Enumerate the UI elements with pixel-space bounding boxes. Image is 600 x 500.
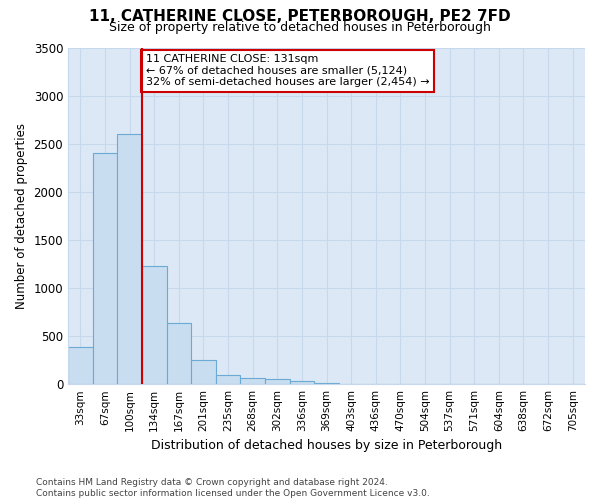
Bar bbox=[68, 346, 92, 384]
Text: Contains HM Land Registry data © Crown copyright and database right 2024.
Contai: Contains HM Land Registry data © Crown c… bbox=[36, 478, 430, 498]
Bar bbox=[314, 383, 339, 384]
Bar bbox=[241, 378, 265, 384]
Bar bbox=[191, 360, 216, 384]
Bar bbox=[290, 381, 314, 384]
Bar bbox=[92, 154, 117, 384]
Text: 11, CATHERINE CLOSE, PETERBOROUGH, PE2 7FD: 11, CATHERINE CLOSE, PETERBOROUGH, PE2 7… bbox=[89, 9, 511, 24]
X-axis label: Distribution of detached houses by size in Peterborough: Distribution of detached houses by size … bbox=[151, 440, 502, 452]
Bar bbox=[117, 134, 142, 384]
Text: 11 CATHERINE CLOSE: 131sqm
← 67% of detached houses are smaller (5,124)
32% of s: 11 CATHERINE CLOSE: 131sqm ← 67% of deta… bbox=[146, 54, 429, 88]
Text: Size of property relative to detached houses in Peterborough: Size of property relative to detached ho… bbox=[109, 22, 491, 35]
Bar bbox=[265, 380, 290, 384]
Bar bbox=[167, 322, 191, 384]
Y-axis label: Number of detached properties: Number of detached properties bbox=[15, 123, 28, 309]
Bar bbox=[142, 266, 167, 384]
Bar bbox=[216, 375, 241, 384]
